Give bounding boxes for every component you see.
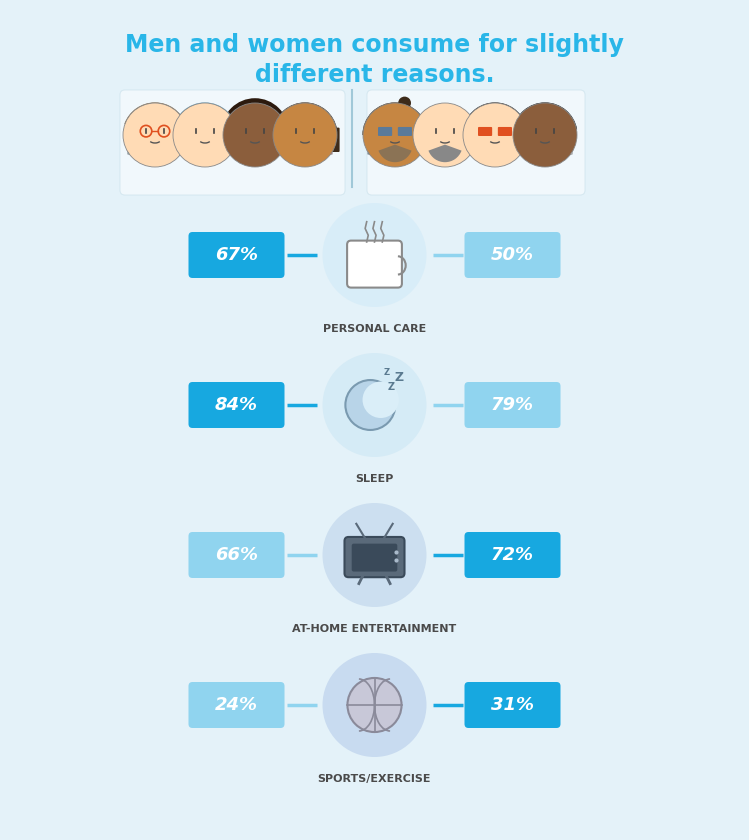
FancyBboxPatch shape <box>189 382 285 428</box>
FancyBboxPatch shape <box>464 682 560 728</box>
FancyBboxPatch shape <box>464 532 560 578</box>
Wedge shape <box>418 127 472 155</box>
Wedge shape <box>513 102 577 135</box>
Text: PERSONAL CARE: PERSONAL CARE <box>323 324 426 334</box>
FancyBboxPatch shape <box>378 127 392 136</box>
Circle shape <box>345 380 395 430</box>
FancyBboxPatch shape <box>352 543 397 571</box>
FancyBboxPatch shape <box>464 232 560 278</box>
Text: SLEEP: SLEEP <box>355 474 394 484</box>
Wedge shape <box>128 127 182 155</box>
Circle shape <box>348 678 401 732</box>
Wedge shape <box>228 127 282 155</box>
Circle shape <box>173 103 237 167</box>
Wedge shape <box>468 127 522 155</box>
Text: 67%: 67% <box>215 246 258 264</box>
FancyBboxPatch shape <box>189 232 285 278</box>
FancyBboxPatch shape <box>189 682 285 728</box>
Circle shape <box>323 353 426 457</box>
Circle shape <box>323 653 426 757</box>
Text: 79%: 79% <box>491 396 534 414</box>
Wedge shape <box>273 102 337 135</box>
Wedge shape <box>124 102 186 135</box>
Wedge shape <box>363 102 428 135</box>
FancyBboxPatch shape <box>330 128 339 152</box>
FancyBboxPatch shape <box>367 90 585 195</box>
Circle shape <box>323 503 426 607</box>
Circle shape <box>363 381 399 418</box>
Circle shape <box>413 103 477 167</box>
Circle shape <box>123 103 187 167</box>
Text: 50%: 50% <box>491 246 534 264</box>
Circle shape <box>222 98 288 165</box>
Text: Z: Z <box>394 371 404 385</box>
Circle shape <box>223 103 287 167</box>
Text: Z: Z <box>383 368 390 377</box>
Wedge shape <box>428 144 461 162</box>
Circle shape <box>323 203 426 307</box>
Circle shape <box>363 103 427 167</box>
Wedge shape <box>518 127 572 155</box>
FancyBboxPatch shape <box>347 240 402 287</box>
Text: 31%: 31% <box>491 696 534 714</box>
Text: AT-HOME ENTERTAINMENT: AT-HOME ENTERTAINMENT <box>292 624 457 634</box>
Text: SPORTS/EXERCISE: SPORTS/EXERCISE <box>318 774 431 784</box>
Text: different reasons.: different reasons. <box>255 63 494 87</box>
Text: 72%: 72% <box>491 546 534 564</box>
FancyBboxPatch shape <box>120 90 345 195</box>
FancyBboxPatch shape <box>189 532 285 578</box>
FancyBboxPatch shape <box>398 127 412 136</box>
FancyBboxPatch shape <box>345 537 404 577</box>
Circle shape <box>398 97 411 109</box>
FancyBboxPatch shape <box>464 382 560 428</box>
FancyBboxPatch shape <box>498 127 512 136</box>
Circle shape <box>273 103 337 167</box>
Wedge shape <box>464 102 526 135</box>
Wedge shape <box>178 127 232 155</box>
Wedge shape <box>378 144 411 162</box>
FancyBboxPatch shape <box>171 128 180 152</box>
Circle shape <box>463 103 527 167</box>
FancyBboxPatch shape <box>231 128 240 152</box>
Wedge shape <box>173 102 237 135</box>
Circle shape <box>513 103 577 167</box>
Text: Men and women consume for slightly: Men and women consume for slightly <box>125 33 624 57</box>
Wedge shape <box>368 127 422 155</box>
FancyBboxPatch shape <box>270 128 279 152</box>
FancyBboxPatch shape <box>478 127 492 136</box>
Text: 84%: 84% <box>215 396 258 414</box>
Text: Z: Z <box>387 382 395 391</box>
Text: 66%: 66% <box>215 546 258 564</box>
Text: 24%: 24% <box>215 696 258 714</box>
Wedge shape <box>278 127 333 155</box>
